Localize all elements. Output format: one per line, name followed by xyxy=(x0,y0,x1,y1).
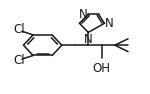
Text: Cl: Cl xyxy=(13,23,25,36)
Text: OH: OH xyxy=(93,62,111,75)
Text: N: N xyxy=(79,8,87,21)
Text: Cl: Cl xyxy=(13,54,25,67)
Text: N: N xyxy=(105,17,114,30)
Text: N: N xyxy=(84,33,93,46)
